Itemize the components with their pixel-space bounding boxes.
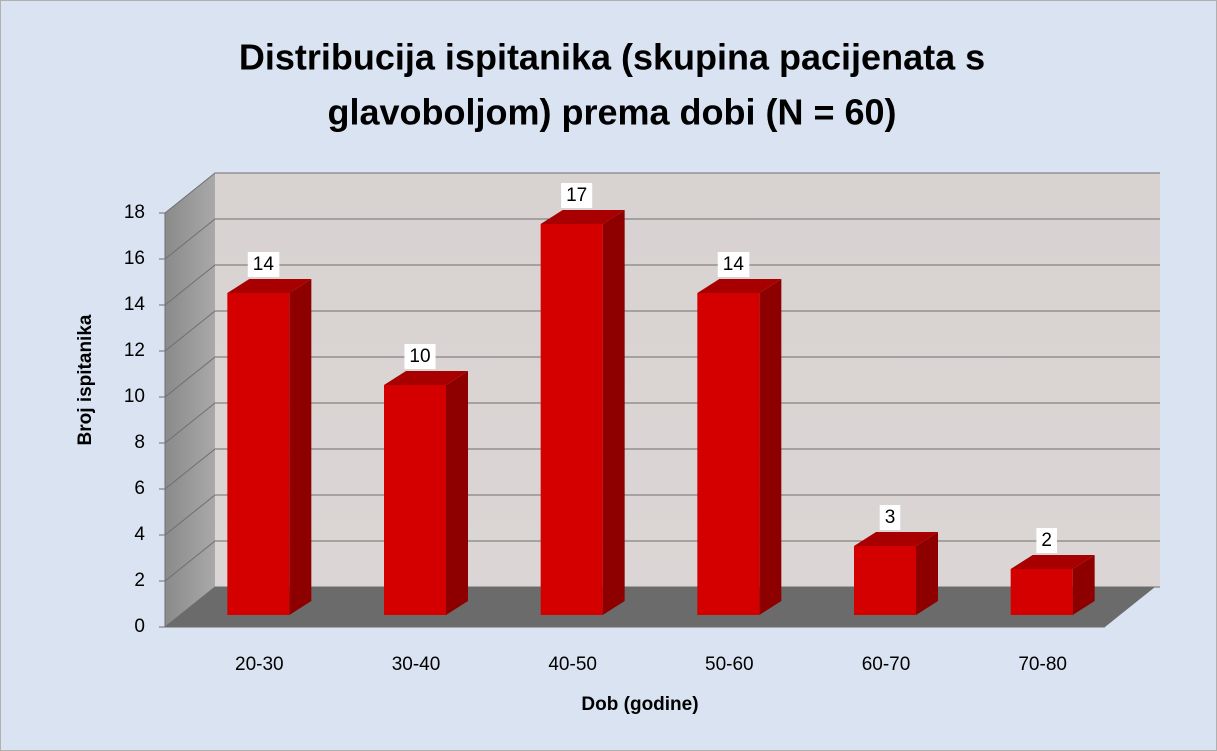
grid-line bbox=[164, 494, 1160, 536]
y-tick-label: 10 bbox=[124, 386, 145, 407]
bar-side bbox=[1072, 555, 1095, 615]
bar-side bbox=[289, 279, 312, 615]
grid-line bbox=[164, 264, 1160, 306]
bar-top bbox=[697, 279, 782, 293]
bar-side bbox=[446, 371, 468, 615]
data-label-box bbox=[561, 183, 593, 209]
bar bbox=[854, 532, 938, 615]
x-axis-label: Dob (godine) bbox=[581, 694, 698, 715]
x-tick-label: 70-80 bbox=[1018, 654, 1067, 675]
y-tick-label: 4 bbox=[134, 524, 145, 545]
data-label-box bbox=[247, 252, 280, 278]
bar-side bbox=[759, 279, 782, 615]
data-label: 10 bbox=[409, 346, 430, 367]
x-tick-label: 50-60 bbox=[705, 654, 754, 675]
bar-front bbox=[1010, 569, 1073, 615]
bar-side bbox=[916, 532, 938, 615]
bar bbox=[540, 210, 625, 615]
data-label: 14 bbox=[253, 254, 275, 275]
y-tick-label: 6 bbox=[134, 478, 145, 499]
grid-line bbox=[164, 218, 1160, 260]
data-label: 14 bbox=[723, 254, 745, 275]
x-tick-label: 60-70 bbox=[862, 654, 911, 675]
bar-top bbox=[1010, 555, 1095, 569]
grid-line bbox=[164, 356, 1160, 398]
bar-front bbox=[384, 385, 446, 615]
bar-top bbox=[227, 279, 312, 293]
back-wall bbox=[215, 173, 1160, 587]
side-wall bbox=[165, 173, 215, 627]
data-label: 17 bbox=[566, 185, 587, 206]
bar-top bbox=[384, 371, 468, 385]
x-tick-label: 30-40 bbox=[392, 654, 441, 675]
data-label: 3 bbox=[885, 507, 896, 528]
chart-title: Distribucija ispitanika (skupina pacijen… bbox=[239, 37, 985, 78]
bar-front bbox=[697, 293, 760, 615]
data-label-box bbox=[1036, 528, 1057, 554]
y-tick-label: 16 bbox=[124, 248, 145, 269]
data-label-box bbox=[879, 505, 901, 531]
y-tick-label: 8 bbox=[134, 432, 145, 453]
data-label: 2 bbox=[1041, 530, 1052, 551]
bar-side bbox=[602, 210, 625, 615]
bar bbox=[697, 279, 782, 615]
grid-line bbox=[164, 448, 1160, 490]
y-tick-label: 18 bbox=[124, 202, 145, 223]
data-label-box bbox=[717, 252, 750, 278]
bar bbox=[1010, 555, 1095, 615]
x-tick-label: 20-30 bbox=[235, 654, 284, 675]
bar bbox=[384, 371, 468, 615]
y-tick-label: 2 bbox=[134, 570, 145, 591]
bar-front bbox=[227, 293, 290, 615]
y-tick-label: 14 bbox=[124, 294, 146, 315]
floor bbox=[165, 587, 1155, 627]
data-label-box bbox=[404, 344, 436, 370]
y-tick-label: 12 bbox=[124, 340, 145, 361]
bar-front bbox=[854, 546, 916, 615]
chart-title: glavoboljom) prema dobi (N = 60) bbox=[327, 92, 896, 133]
y-axis-label: Broj ispitanika bbox=[75, 314, 96, 445]
grid-line bbox=[164, 402, 1160, 444]
grid-line bbox=[164, 540, 1160, 582]
bar-top bbox=[854, 532, 938, 546]
bar bbox=[227, 279, 312, 615]
grid-line bbox=[164, 310, 1160, 352]
bar-front bbox=[540, 224, 603, 615]
grid-line bbox=[164, 172, 1160, 214]
x-tick-label: 40-50 bbox=[548, 654, 597, 675]
bar-top bbox=[540, 210, 625, 224]
y-tick-label: 0 bbox=[134, 616, 145, 637]
